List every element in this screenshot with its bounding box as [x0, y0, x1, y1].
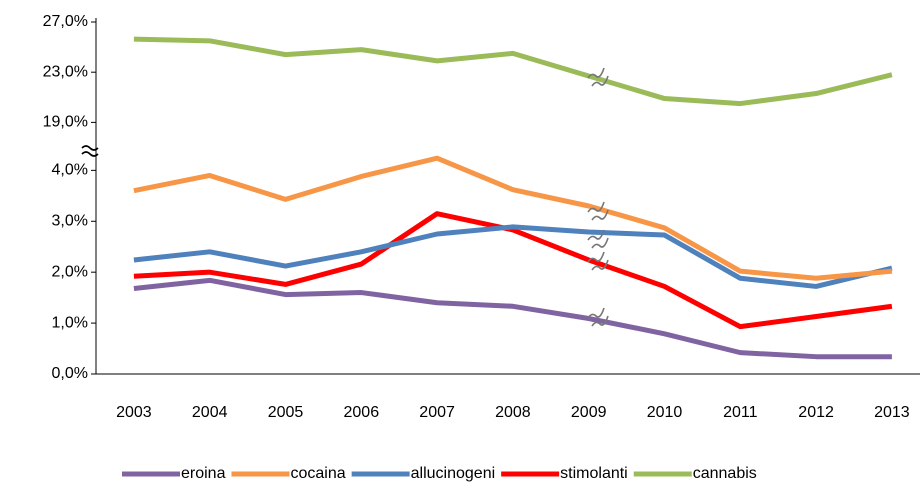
squiggle: [587, 307, 609, 327]
legend-label: cannabis: [693, 465, 757, 482]
x-tick-label: 2007: [419, 404, 455, 421]
series-line: [133, 224, 893, 289]
squiggle: [587, 229, 609, 249]
y-tick-label: 23,0%: [43, 63, 88, 80]
legend-label: cocaina: [290, 465, 345, 482]
x-tick-label: 2010: [647, 404, 683, 421]
x-tick-label: 2009: [571, 404, 607, 421]
series-line: [133, 36, 893, 107]
series-line: [133, 155, 893, 281]
y-tick-label: 0,0%: [52, 365, 88, 382]
squiggle: [587, 201, 609, 221]
x-tick-label: 2012: [798, 404, 834, 421]
y-tick-label: 19,0%: [43, 114, 88, 131]
y-tick-label: 1,0%: [52, 314, 88, 331]
legend-label: eroina: [181, 465, 226, 482]
x-tick-label: 2011: [723, 404, 758, 421]
x-tick-label: 2008: [495, 404, 531, 421]
x-tick-label: 2013: [874, 404, 910, 421]
y-tick-label: 2,0%: [52, 263, 88, 280]
squiggle: [587, 251, 609, 271]
y-tick-label: 4,0%: [52, 162, 88, 179]
x-tick-label: 2006: [344, 404, 380, 421]
x-tick-label: 2005: [268, 404, 304, 421]
legend-label: allucinogeni: [411, 465, 496, 482]
series-line: [133, 211, 893, 330]
y-tick-label: 27,0%: [43, 13, 88, 30]
legend-label: stimolanti: [560, 465, 628, 482]
x-tick-label: 2004: [192, 404, 228, 421]
y-tick-label: 3,0%: [52, 212, 88, 229]
squiggle: [587, 67, 609, 87]
series-line: [133, 277, 892, 360]
x-tick-label: 2003: [116, 404, 152, 421]
